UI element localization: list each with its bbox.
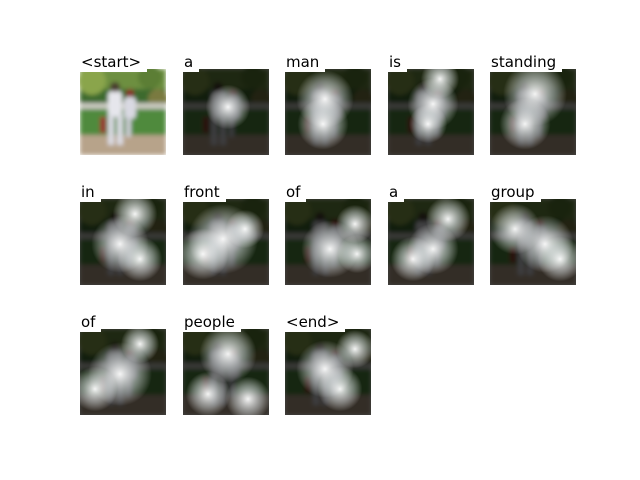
attention-glow — [80, 366, 118, 412]
attention-panel: of — [285, 183, 371, 285]
attention-glow — [120, 329, 160, 364]
attention-glow — [390, 236, 436, 282]
attention-glow — [537, 236, 576, 282]
attention-panel: front — [183, 183, 269, 285]
caption-word: front — [183, 183, 226, 202]
attention-panel: man — [285, 53, 371, 155]
attention-glow — [185, 371, 231, 415]
attention-panel: a — [388, 183, 474, 285]
attention-panel: people — [183, 313, 269, 415]
source-photo — [80, 69, 166, 155]
attention-panel: in — [80, 183, 166, 285]
caption-word: people — [183, 313, 241, 332]
attention-map — [80, 199, 166, 285]
caption-word: of — [80, 313, 102, 332]
attention-glow — [199, 329, 257, 383]
attention-glow — [297, 98, 349, 150]
attention-glow — [337, 234, 371, 274]
attention-panel: a — [183, 53, 269, 155]
caption-word: group — [490, 183, 541, 202]
caption-word: standing — [490, 53, 563, 72]
attention-map — [183, 199, 269, 285]
attention-map — [183, 329, 269, 415]
attention-glow — [117, 236, 163, 282]
attention-glow — [408, 104, 448, 144]
caption-word: man — [285, 53, 326, 72]
caption-word: <start> — [80, 53, 148, 72]
attention-glow — [225, 209, 265, 249]
attention-panel: is — [388, 53, 474, 155]
caption-word: of — [285, 183, 307, 202]
attention-glow — [335, 329, 371, 369]
attention-glow — [205, 84, 251, 130]
caption-word: a — [388, 183, 405, 202]
attention-panel: <start> — [80, 53, 166, 155]
attention-map — [388, 69, 474, 155]
attention-glow — [317, 366, 363, 412]
attention-panel: standing — [490, 53, 576, 155]
attention-map — [285, 69, 371, 155]
attention-map — [490, 69, 576, 155]
attention-glow — [183, 228, 229, 280]
attention-panel: of — [80, 313, 166, 415]
attention-map — [80, 329, 166, 415]
attention-glow — [225, 376, 269, 415]
attention-glow — [499, 98, 551, 150]
caption-word: in — [80, 183, 101, 202]
attention-panel: group — [490, 183, 576, 285]
caption-word: is — [388, 53, 407, 72]
caption-word: a — [183, 53, 200, 72]
attention-map — [490, 199, 576, 285]
attention-panel: <end> — [285, 313, 371, 415]
attention-map — [388, 199, 474, 285]
attention-map — [285, 199, 371, 285]
attention-map — [285, 329, 371, 415]
attention-map — [183, 69, 269, 155]
caption-word: <end> — [285, 313, 346, 332]
